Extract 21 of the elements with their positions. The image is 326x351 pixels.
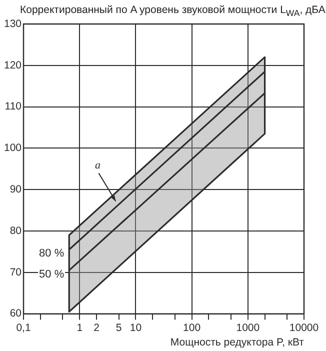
x-tick-label: 1 — [76, 322, 83, 334]
x-tick-label: 100 — [183, 322, 201, 334]
x-tick-label: 2 — [94, 322, 100, 334]
y-tick-label: 90 — [10, 183, 22, 196]
x-tick-label: 5 — [116, 322, 122, 334]
series-label: 80 % — [39, 248, 64, 260]
y-tick-label: 70 — [10, 266, 22, 278]
y-tick-label: 120 — [4, 59, 22, 72]
y-tick-label: 60 — [10, 308, 22, 320]
x-tick-label: 10000 — [289, 322, 319, 334]
x-tick-label: 1000 — [236, 322, 260, 334]
x-tick-label: 0,1 — [16, 322, 31, 334]
y-tick-label: 100 — [4, 142, 22, 154]
y-axis-title: Корректированный по A уровень звуковой мощности L$_{WA}$, дБА — [20, 4, 326, 18]
y-tick-label: 80 — [10, 224, 22, 237]
y-tick-label: 110 — [4, 100, 22, 113]
x-tick-label: 10 — [130, 322, 142, 334]
y-tick-label: 130 — [4, 18, 22, 30]
annotation: а — [94, 160, 101, 172]
series-label: 50 % — [39, 268, 64, 280]
x-axis-title: Мощность редуктора P, кВт — [170, 336, 304, 349]
